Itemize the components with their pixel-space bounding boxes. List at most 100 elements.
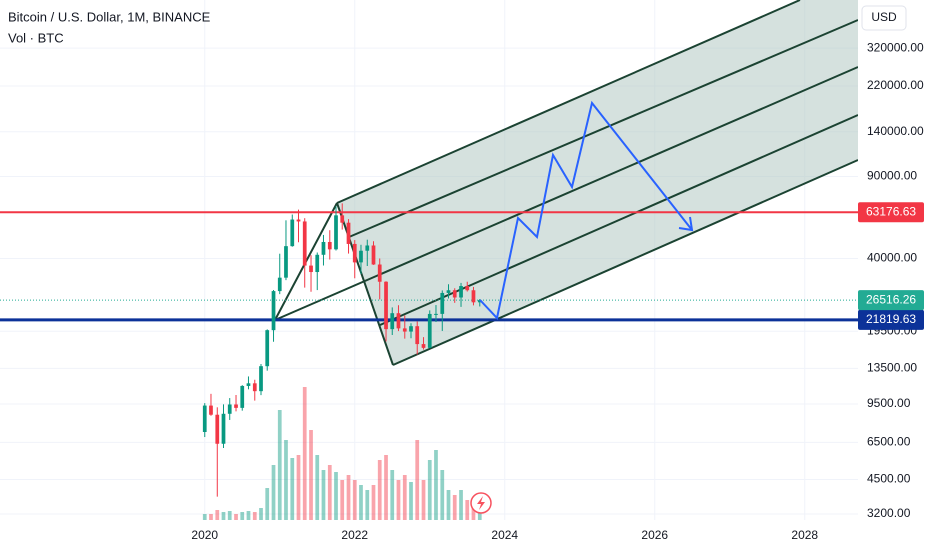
candle-body (202, 405, 207, 433)
candle-body (452, 290, 457, 298)
price-scale (858, 0, 932, 550)
candle-body (396, 313, 401, 329)
candle-body (434, 313, 438, 315)
candle-body (402, 328, 407, 332)
channel-line (336, 0, 801, 204)
candle-body (390, 313, 395, 330)
candle-body (240, 385, 245, 408)
volume-bar (202, 514, 207, 520)
y-tick-label: 40000.00 (867, 251, 917, 265)
volume-bar (340, 480, 345, 520)
median-line (274, 66, 859, 321)
volume-bar (402, 475, 407, 520)
candle-body (471, 290, 476, 303)
volume-bar (421, 480, 426, 520)
pitchfork-drawing (274, 0, 859, 366)
volume-bar (459, 490, 463, 520)
candle-body (409, 326, 413, 332)
volume-bar (309, 430, 313, 520)
volume-legend: Vol · BTC (8, 30, 64, 45)
volume-bar (427, 460, 432, 520)
channel-line (348, 19, 859, 238)
currency-button[interactable] (861, 5, 907, 31)
price-label-box (858, 290, 924, 311)
volume-bar (440, 470, 445, 520)
candle-body (252, 383, 257, 392)
volume-bar (377, 460, 382, 520)
price-label: 26516.26 (866, 292, 916, 306)
y-tick-label: 90000.00 (867, 169, 917, 183)
candle-body (359, 250, 363, 263)
candle-body (377, 264, 382, 282)
candle-body (371, 245, 376, 265)
axes: 320000.00 220000.00 140000.00 90000.00 40000… (191, 40, 924, 542)
time-scale (0, 522, 858, 550)
volume-bar (359, 485, 363, 520)
candle-body (346, 222, 351, 244)
candle-body (277, 277, 282, 292)
volume-bar (265, 488, 270, 520)
volume-bar (352, 480, 357, 520)
projection-path (479, 100, 693, 321)
volume-bar (327, 465, 332, 520)
y-tick-label: 13500.00 (867, 361, 917, 375)
volume-bar (434, 450, 438, 520)
candle-body (321, 241, 326, 255)
price-label-box (858, 202, 924, 223)
volume-bar (252, 512, 257, 520)
price-label-box (858, 309, 924, 330)
candle-body (265, 330, 270, 367)
candle-body (421, 344, 426, 348)
channel-line (392, 159, 859, 366)
volume-bar (296, 455, 301, 520)
x-tick-label: 2028 (791, 528, 818, 542)
y-tick-label: 6500.00 (867, 435, 911, 449)
volume-bar (290, 458, 295, 520)
projection (479, 100, 694, 321)
volume-bar (215, 510, 220, 520)
volume-bar (384, 455, 388, 520)
candle-body (284, 246, 288, 278)
volume-bar (315, 455, 320, 520)
candle-body (309, 265, 313, 273)
candle-body (315, 254, 320, 273)
candle-body (334, 215, 338, 250)
y-tick-label: 320000.00 (867, 40, 924, 54)
volume-bar (446, 490, 451, 520)
volume-bar (284, 440, 288, 520)
y-tick-label: 220000.00 (867, 78, 924, 92)
candle-body (365, 245, 370, 251)
volume-bar (321, 470, 326, 520)
y-tick-label: 9500.00 (867, 396, 911, 410)
icon[interactable] (470, 492, 492, 514)
volume-bar (302, 387, 307, 520)
candle-body (465, 286, 470, 291)
candle-body (459, 286, 463, 298)
volume-bar (465, 500, 470, 520)
candle-body (352, 243, 357, 263)
candle-body (221, 413, 226, 444)
candle-body (259, 366, 263, 392)
candle-body (246, 383, 251, 386)
candle-body (215, 414, 220, 444)
volume-bar (234, 514, 238, 520)
volume-bar (452, 495, 457, 520)
chart-title: Bitcoin / U.S. Dollar, 1M, BINANCE (8, 9, 211, 24)
y-tick-label: 4500.00 (867, 472, 911, 486)
currency[interactable]: USD (871, 10, 897, 24)
x-tick-label: 2020 (191, 528, 218, 542)
volume-bar (277, 410, 282, 520)
candle-body (327, 241, 332, 250)
price-label: 21819.63 (866, 312, 916, 326)
candle-body (415, 326, 420, 345)
candle-body (340, 215, 345, 223)
x-tick-label: 2022 (341, 528, 368, 542)
x-tick-label: 2026 (641, 528, 668, 542)
volume-bar (371, 485, 376, 520)
volume-bar (271, 465, 276, 520)
price-label: 63176.63 (866, 204, 916, 218)
volume-bar (365, 490, 370, 520)
candle-body (440, 292, 445, 314)
candle-body (234, 404, 238, 408)
